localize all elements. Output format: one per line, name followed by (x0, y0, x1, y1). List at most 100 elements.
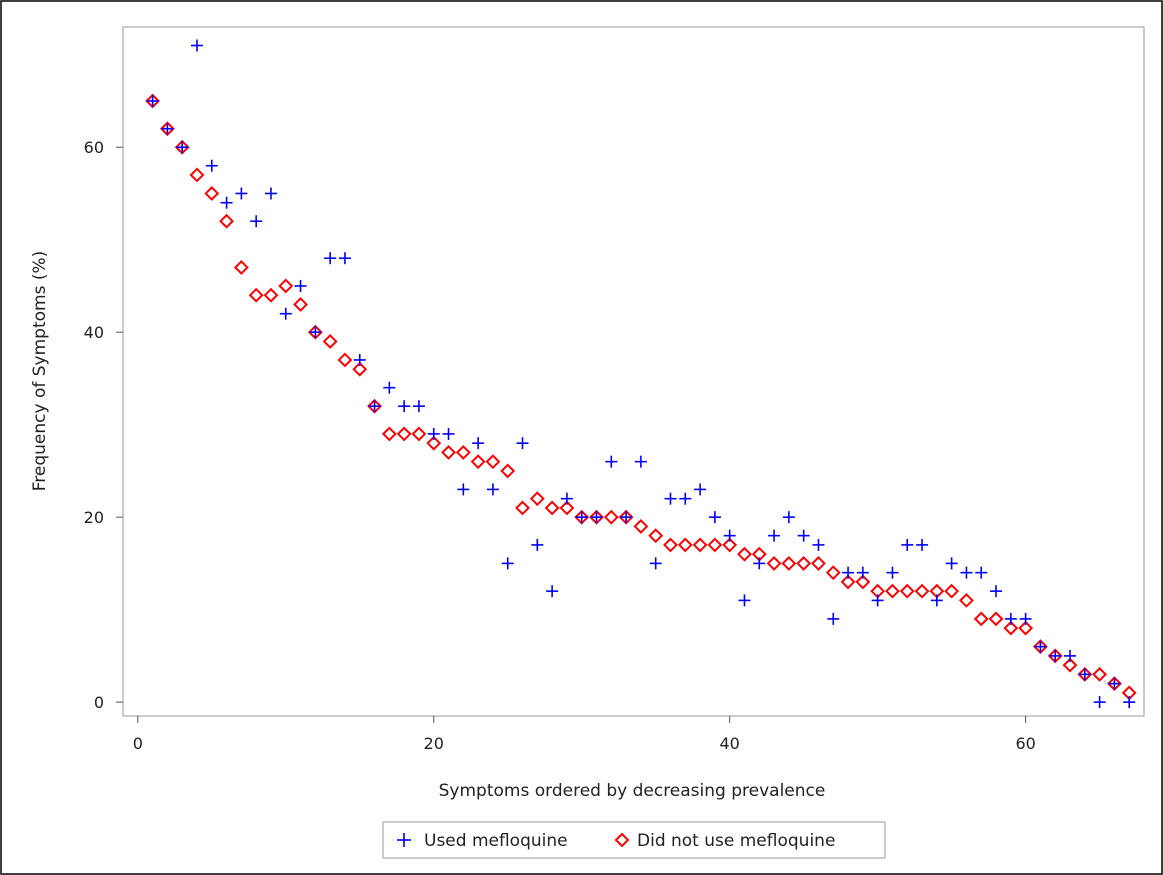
diamond-point (633, 518, 649, 534)
plus-point (960, 566, 973, 579)
plus-point (368, 400, 381, 413)
plus-point (1093, 696, 1106, 709)
y-tick-label: 20 (84, 508, 104, 527)
diamond-point (1092, 666, 1108, 682)
plus-point (220, 196, 233, 209)
plus-point (812, 538, 825, 551)
diamond-point (840, 574, 856, 590)
plus-point (782, 511, 795, 524)
plus-point (235, 187, 248, 200)
plus-point (279, 307, 292, 320)
plus-point (694, 483, 707, 496)
legend-entry-used-mefloquine: Used mefloquine (397, 831, 568, 851)
plus-point (190, 39, 203, 52)
diamond-point (603, 509, 619, 525)
x-tick-label: 40 (720, 734, 740, 753)
plus-point (205, 159, 218, 172)
diamond-point (485, 454, 501, 470)
plus-point (945, 557, 958, 570)
diamond-point (692, 537, 708, 553)
diamond-point (381, 426, 397, 442)
plus-point (916, 538, 929, 551)
diamond-point (470, 454, 486, 470)
plus-point (620, 511, 633, 524)
plus-point (324, 252, 337, 265)
plus-point (871, 594, 884, 607)
plus-point (827, 612, 840, 625)
y-axis-label: Frequency of Symptoms (%) (30, 251, 50, 492)
x-axis: 0 20 40 60 (133, 716, 1036, 753)
diamond-point (322, 334, 338, 349)
plus-point (264, 187, 277, 200)
plus-point (901, 538, 914, 551)
x-tick-label: 60 (1015, 734, 1035, 753)
plus-point (1004, 612, 1017, 625)
diamond-point (707, 537, 723, 553)
x-tick-label: 0 (133, 734, 143, 753)
diamond-point (663, 537, 678, 553)
plus-point (990, 585, 1003, 598)
diamond-point (204, 186, 220, 201)
diamond-point (899, 583, 915, 599)
plus-point (353, 353, 366, 366)
plus-point (886, 566, 899, 579)
plus-point (412, 400, 425, 413)
diamond-point (500, 463, 516, 479)
plus-point (930, 594, 943, 607)
diamond-point (248, 287, 264, 303)
diamond-point (529, 491, 545, 507)
plus-point (842, 566, 855, 579)
diamond-point (885, 583, 900, 599)
x-axis-label: Symptoms ordered by decreasing prevalenc… (439, 781, 826, 801)
plus-point (664, 492, 677, 505)
diamond-point (811, 555, 826, 571)
diamond-point (441, 445, 456, 460)
y-tick-label: 0 (94, 693, 104, 712)
legend-label-did-not-use-mefloquine: Did not use mefloquine (637, 831, 835, 851)
plus-point (679, 492, 692, 505)
plus-point (294, 279, 307, 292)
diamond-point (515, 500, 530, 516)
legend-box (382, 821, 886, 859)
diamond-point (973, 611, 989, 627)
plus-point (1019, 612, 1032, 625)
diamond-point (914, 583, 930, 599)
plus-point (856, 566, 869, 579)
plus-point (1064, 649, 1077, 662)
plus-point (176, 141, 189, 154)
y-tick-label: 40 (84, 323, 104, 342)
legend: Used mefloquine Did not use mefloquine (382, 821, 886, 859)
plus-point (1123, 696, 1136, 709)
diamond-point (233, 260, 249, 275)
diamond-point (677, 537, 693, 553)
diamond-point (825, 565, 841, 581)
plus-point (738, 594, 751, 607)
plus-point (649, 557, 662, 570)
diamond-point (648, 528, 664, 544)
plus-point (501, 557, 514, 570)
legend-diamond-marker-icon (614, 832, 630, 848)
legend-plus-marker-icon (397, 833, 411, 847)
diamond-point (722, 537, 738, 553)
plus-point (531, 538, 544, 551)
diamond-point (766, 555, 782, 571)
diamond-point (1062, 657, 1078, 673)
legend-label-used-mefloquine: Used mefloquine (424, 831, 568, 851)
x-tick-label: 20 (424, 734, 444, 753)
plus-point (398, 400, 411, 413)
plus-point (1108, 677, 1121, 690)
series-layer (145, 39, 1137, 709)
diamond-point (455, 445, 471, 460)
diamond-point (426, 435, 442, 451)
plus-point (309, 326, 322, 339)
plus-point (768, 529, 781, 542)
diamond-point (352, 361, 368, 377)
diamond-point (411, 426, 427, 442)
diamond-point (559, 500, 575, 516)
plus-point (753, 557, 766, 570)
plot-area (122, 26, 1145, 717)
plus-point (427, 427, 440, 440)
diamond-point (263, 287, 279, 303)
diamond-point (781, 555, 797, 571)
